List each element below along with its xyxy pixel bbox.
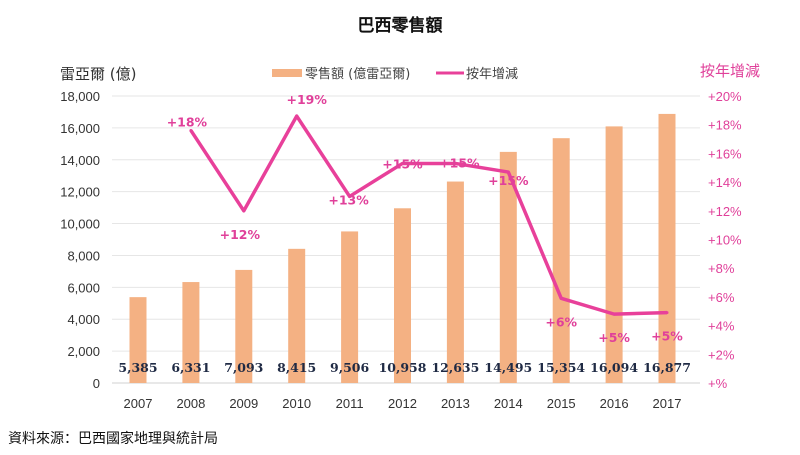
y-tick-label: 14,000: [60, 153, 100, 168]
yoy-point: [401, 161, 404, 165]
yoy-value-label: +5%: [651, 329, 683, 344]
bar-value-label: 5,385: [118, 360, 157, 375]
y2-tick-label: +6%: [708, 290, 735, 305]
bar: [394, 208, 411, 383]
yoy-point: [295, 114, 299, 118]
y-tick-label: 8,000: [67, 248, 100, 263]
bar-value-label: 8,415: [277, 360, 316, 375]
y-tick-label: 16,000: [60, 121, 100, 136]
yoy-point: [348, 194, 352, 198]
x-tick-label: 2015: [547, 396, 576, 411]
y-tick-label: 10,000: [60, 217, 100, 232]
x-tick-label: 2009: [229, 396, 258, 411]
x-tick-label: 2011: [336, 396, 364, 411]
y2-tick-label: +8%: [708, 261, 735, 276]
legend-line-label: 按年增減: [466, 66, 518, 82]
y2-tick-label: +%: [708, 376, 728, 391]
x-tick-label: 2016: [600, 396, 629, 411]
x-tick-label: 2013: [441, 396, 470, 411]
bar-value-label: 12,635: [431, 360, 479, 375]
bar: [288, 248, 306, 383]
y2-tick-label: +18%: [708, 118, 742, 133]
yoy-value-label: +15%: [382, 156, 423, 171]
y-tick-label: 6,000: [67, 280, 100, 295]
y-tick-label: 12,000: [60, 185, 100, 200]
bar: [182, 282, 200, 383]
y2-tick-label: +4%: [708, 319, 735, 334]
y2-tick-label: +16%: [708, 146, 742, 161]
y-tick-label: 0: [93, 376, 100, 391]
y2-tick-label: +14%: [708, 175, 742, 190]
bar: [235, 269, 253, 383]
yoy-value-label: +5%: [598, 330, 630, 345]
legend-bar-swatch: [272, 69, 302, 77]
yoy-point: [506, 170, 510, 174]
bar-value-label: 16,094: [590, 360, 638, 375]
bar: [499, 151, 517, 383]
y2-axis-label: 按年增減: [700, 63, 760, 80]
x-tick-label: 2014: [494, 396, 523, 411]
yoy-point: [665, 311, 669, 315]
y2-tick-label: +10%: [708, 233, 742, 248]
y2-tick-label: +2%: [708, 347, 735, 362]
bar-value-label: 6,331: [171, 360, 210, 375]
x-tick-label: 2008: [176, 396, 205, 411]
yoy-point: [612, 312, 616, 316]
bar: [605, 126, 623, 384]
yoy-value-label: +15%: [488, 173, 529, 188]
bar: [446, 181, 464, 383]
bar: [658, 113, 676, 383]
yoy-value-label: +15%: [439, 155, 480, 170]
bar-value-label: 9,506: [330, 360, 369, 375]
source-note: 資料來源：巴西國家地理與統計局: [8, 430, 218, 447]
y-axis-label: 雷亞爾 (億): [60, 65, 136, 83]
yoy-line: [189, 114, 668, 316]
yoy-value-label: +13%: [328, 192, 369, 207]
bar-value-label: 14,495: [484, 360, 532, 375]
chart-title: 巴西零售額: [358, 15, 443, 36]
bar: [129, 297, 147, 383]
yoy-value-label: +6%: [545, 314, 577, 329]
x-tick-label: 2007: [124, 396, 153, 411]
yoy-value-label: +12%: [220, 227, 261, 242]
y-tick-label: 4,000: [67, 312, 100, 327]
yoy-value-label: +18%: [167, 114, 208, 129]
bar-value-label: 15,354: [537, 360, 585, 375]
yoy-point: [453, 161, 457, 165]
y-tick-label: 2,000: [67, 344, 100, 359]
legend-bar-label: 零售額 (億雷亞爾): [305, 66, 410, 82]
x-tick-label: 2012: [388, 396, 417, 411]
bar-value-label: 16,877: [643, 360, 691, 375]
yoy-point: [242, 209, 246, 213]
x-tick-label: 2017: [653, 396, 682, 411]
yoy-value-label: +19%: [286, 92, 327, 107]
bar-value-label: 10,958: [379, 360, 427, 375]
x-tick-label: 2010: [282, 396, 311, 411]
yoy-point: [189, 128, 193, 132]
bar-value-label: 7,093: [224, 360, 263, 375]
y-tick-label: 18,000: [60, 89, 100, 104]
bar: [552, 138, 570, 383]
bar: [341, 231, 359, 383]
y2-tick-label: +12%: [708, 204, 742, 219]
yoy-point: [559, 296, 563, 300]
y2-tick-label: +20%: [708, 89, 742, 104]
